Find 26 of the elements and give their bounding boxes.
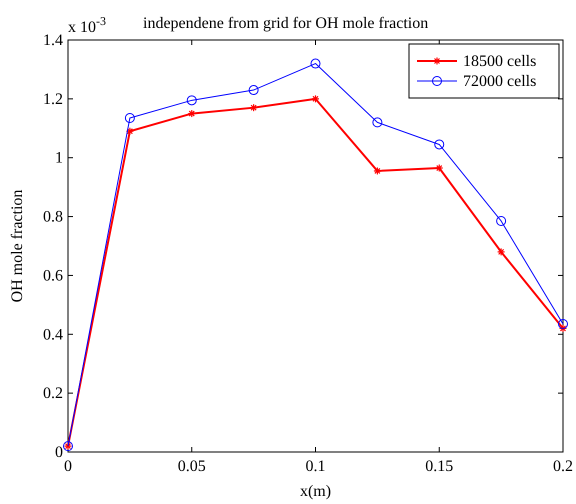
- x-tick-label: 0.05: [178, 458, 206, 475]
- point: [186, 95, 197, 106]
- y-tick-label: 0.8: [43, 208, 63, 226]
- y-tick-label: 1: [55, 150, 63, 167]
- y-tick-label: 1.4: [43, 32, 63, 49]
- y-tick-label: 0.4: [43, 326, 63, 344]
- y-tick-label: 1.2: [43, 90, 63, 108]
- y-tick-label: 0: [55, 444, 63, 461]
- x-tick-label: 0.1: [306, 458, 326, 475]
- x-axis-title: x(m): [300, 483, 332, 500]
- point: [248, 85, 259, 96]
- x-tick-label: 0.15: [425, 458, 454, 475]
- y-tick-label: 0.2: [43, 385, 63, 402]
- legend-label: 18500 cells: [463, 53, 536, 70]
- chart-title: independene from grid for OH mole fraction: [143, 15, 428, 32]
- x-tick-label: 0.2: [553, 458, 573, 475]
- y-axis-title: OH mole fraction: [9, 190, 26, 302]
- point: [310, 58, 320, 69]
- y-tick-label: 0.6: [43, 267, 63, 284]
- legend-label: 72000 cells: [463, 73, 536, 90]
- point: [496, 216, 506, 226]
- point: [434, 139, 444, 150]
- point: [372, 117, 382, 128]
- point: [558, 318, 568, 329]
- point: [124, 112, 135, 123]
- text: x 10$^{-3}$: [68, 14, 106, 36]
